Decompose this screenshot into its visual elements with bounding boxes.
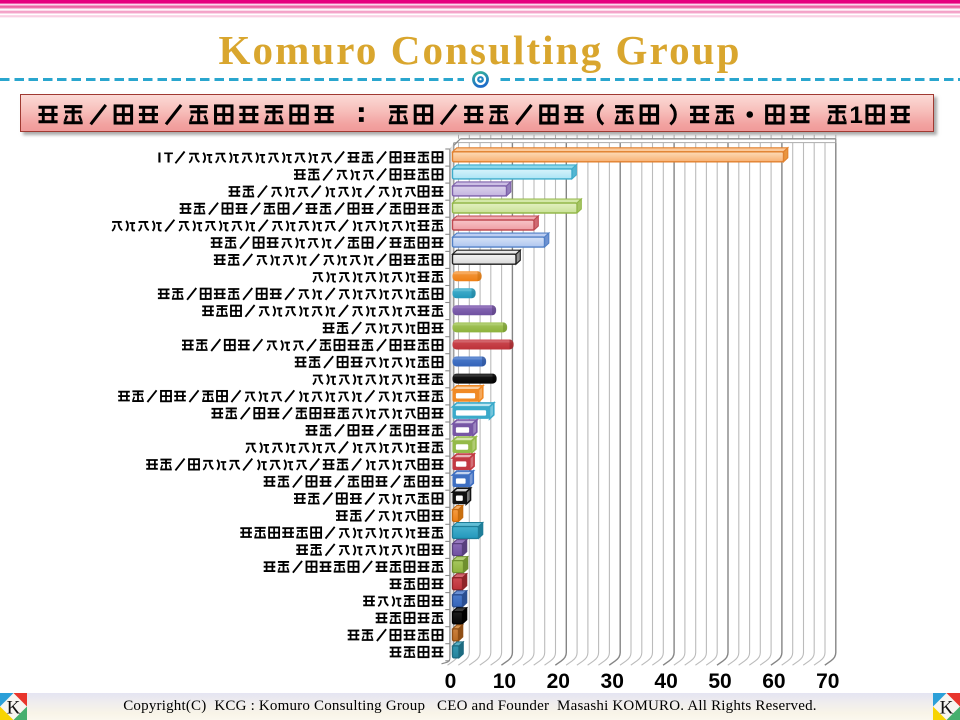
svg-text:20: 20 <box>547 670 570 693</box>
svg-text:0: 0 <box>445 670 457 693</box>
svg-text:40: 40 <box>654 670 677 693</box>
svg-text:50: 50 <box>708 670 731 693</box>
svg-text:K: K <box>940 697 954 718</box>
svg-text:30: 30 <box>601 670 624 693</box>
svg-text:1: 1 <box>849 102 862 129</box>
svg-text:I: I <box>157 150 161 166</box>
svg-text:70: 70 <box>816 670 839 693</box>
svg-text:60: 60 <box>762 670 785 693</box>
svg-text:10: 10 <box>493 670 516 693</box>
svg-text:T: T <box>164 150 173 166</box>
svg-text:K: K <box>7 697 21 718</box>
